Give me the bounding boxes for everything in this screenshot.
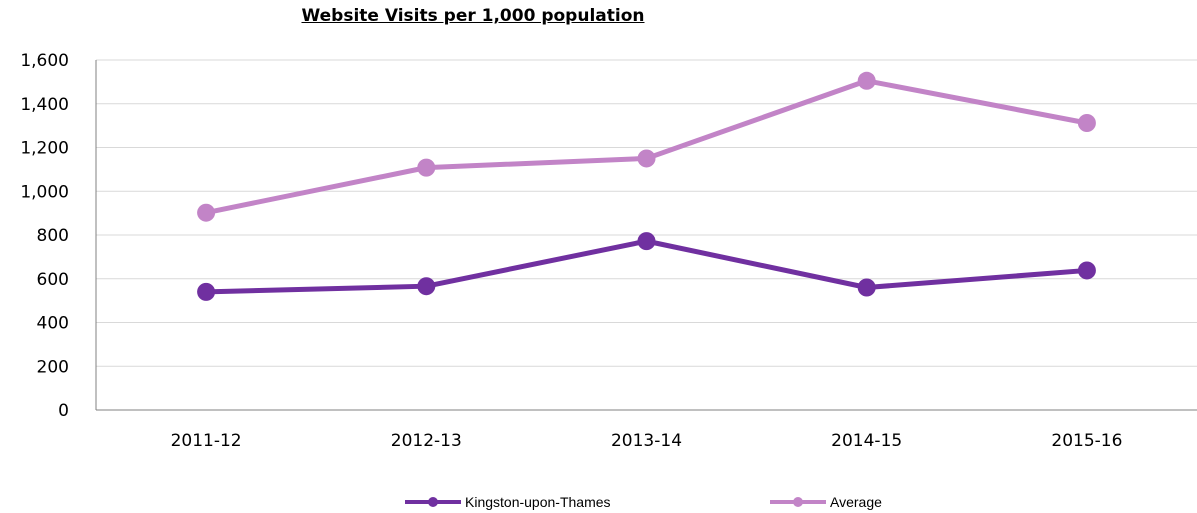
- y-tick-label: 200: [37, 357, 69, 377]
- data-point: [1077, 261, 1096, 280]
- y-tick-label: 1,400: [20, 95, 69, 115]
- legend-label: Average: [830, 494, 882, 510]
- x-tick-label: 2012-13: [391, 431, 462, 451]
- y-tick-label: 400: [37, 314, 69, 334]
- chart-title: Website Visits per 1,000 population: [301, 6, 645, 26]
- legend-marker: [428, 497, 438, 507]
- legend-entry: Kingston-upon-Thames: [405, 494, 611, 510]
- x-tick-label: 2014-15: [831, 431, 902, 451]
- y-axis-tick-labels: 0 200 400 600 800 1,000 1,200 1,400 1,600: [20, 51, 69, 421]
- y-tick-label: 800: [37, 226, 69, 246]
- gridlines: [96, 59, 1197, 367]
- legend-entry: Average: [770, 494, 882, 510]
- y-tick-label: 1,000: [20, 182, 69, 202]
- data-series: [197, 71, 1096, 301]
- y-tick-label: 600: [37, 270, 69, 290]
- series-kingston-upon-thames: [197, 232, 1096, 301]
- series-average: [197, 71, 1096, 222]
- legend-marker: [793, 497, 803, 507]
- data-point: [857, 71, 876, 90]
- data-point: [857, 278, 876, 297]
- data-point: [417, 158, 436, 177]
- x-axis-tick-labels: 2011-12 2012-13 2013-14 2014-15 2015-16: [171, 431, 1123, 451]
- series-line: [203, 78, 1090, 216]
- x-tick-label: 2013-14: [611, 431, 682, 451]
- x-tick-label: 2015-16: [1051, 431, 1122, 451]
- legend-label: Kingston-upon-Thames: [465, 494, 611, 510]
- data-point: [197, 203, 216, 222]
- y-tick-label: 1,600: [20, 51, 69, 71]
- axes: [95, 60, 1197, 411]
- data-point: [637, 232, 656, 251]
- data-point: [417, 277, 436, 296]
- y-tick-label: 1,200: [20, 139, 69, 159]
- data-point: [1077, 114, 1096, 132]
- y-tick-label: 0: [58, 401, 69, 421]
- legend: Kingston-upon-Thames Average: [405, 494, 882, 510]
- data-point: [197, 282, 216, 301]
- data-point: [637, 149, 656, 168]
- x-tick-label: 2011-12: [171, 431, 242, 451]
